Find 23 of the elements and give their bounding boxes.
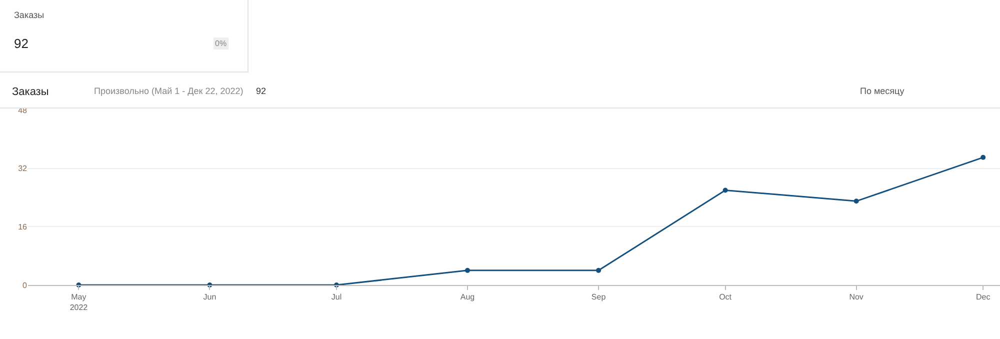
chart-title: Заказы: [12, 86, 49, 98]
y-tick-label: 32: [18, 164, 28, 174]
point: [596, 268, 602, 273]
x-tick-label: Jun: [203, 292, 216, 302]
text: Заказы: [14, 10, 44, 20]
x-tick-label: Aug: [460, 292, 475, 302]
text: 92: [14, 36, 28, 51]
point: [854, 198, 859, 204]
x-tick-label: Sep: [591, 292, 606, 302]
x-tick-label: Jul: [331, 292, 342, 302]
x-tick-label: Oct: [719, 292, 732, 302]
point: [980, 154, 986, 160]
point: [722, 188, 728, 193]
point: [465, 268, 470, 273]
x-tick-label: Dec: [976, 292, 990, 302]
y-tick-label: 16: [18, 222, 28, 232]
text: 92: [256, 86, 266, 96]
x-tick-label: Nov: [849, 292, 864, 302]
y-tick-label: 0: [22, 280, 28, 290]
text: По месяцу: [860, 86, 905, 96]
x-tick-label: May 2022: [70, 292, 88, 312]
text: Произвольно (Май 1 - Дек 22, 2022): [94, 86, 244, 96]
text: 0%: [215, 39, 227, 48]
